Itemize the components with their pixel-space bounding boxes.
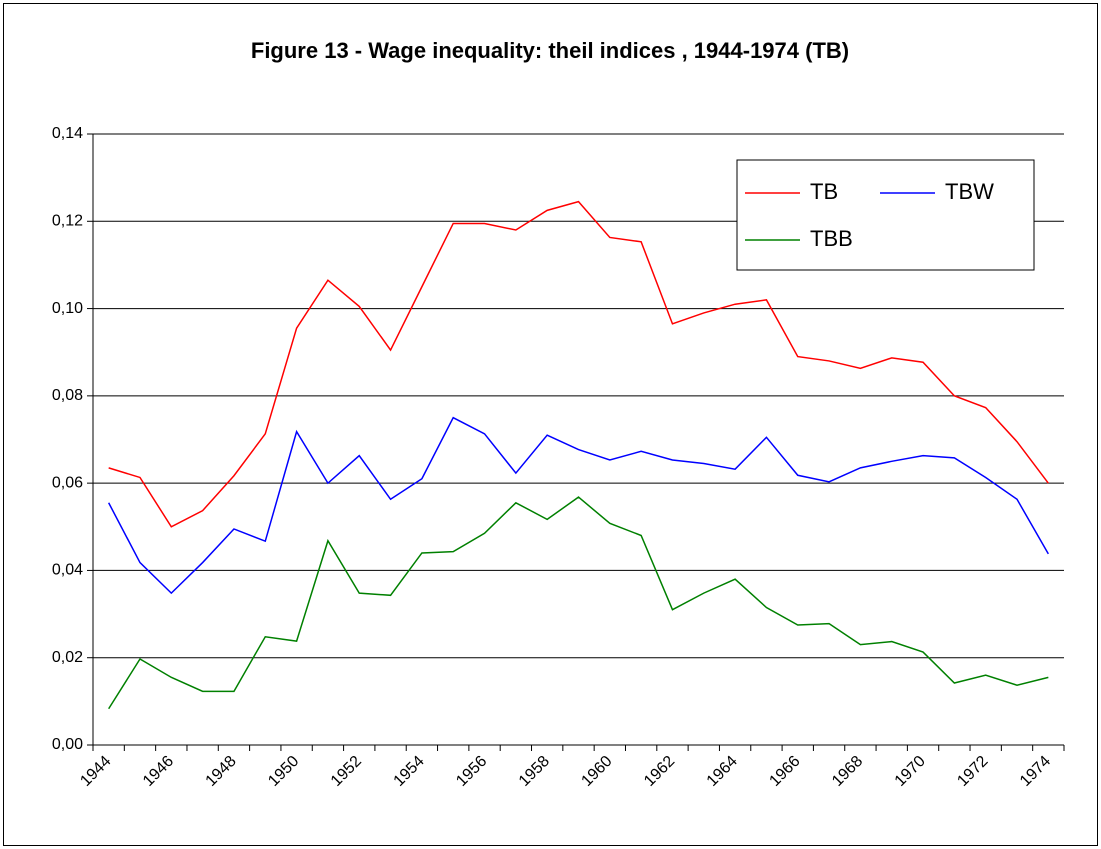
y-tick-label: 0,06 [52, 474, 83, 491]
y-tick-label: 0,02 [52, 649, 83, 666]
chart-title: Figure 13 - Wage inequality: theil indic… [251, 38, 849, 63]
legend-label: TBB [810, 226, 853, 251]
legend-label: TBW [945, 179, 994, 204]
y-tick-label: 0,00 [52, 736, 83, 753]
series-line [107, 416, 1049, 595]
chart-border [3, 3, 1098, 846]
series-line [108, 200, 1049, 528]
y-tick-label: 0,08 [52, 387, 83, 404]
y-tick-label: 0,12 [52, 213, 83, 230]
legend-label: TB [810, 179, 838, 204]
y-tick-label: 0,10 [52, 300, 83, 317]
y-tick-label: 0,14 [52, 125, 83, 142]
series-line [108, 496, 1049, 710]
y-tick-label: 0,04 [52, 562, 83, 579]
legend-box [736, 159, 1035, 271]
